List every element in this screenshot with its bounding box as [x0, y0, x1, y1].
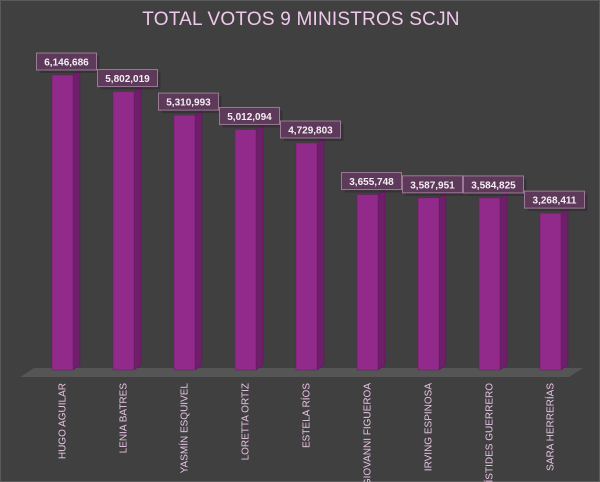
bar-group-3: 5,310,993 YASMÍN ESQUIVEL — [158, 92, 222, 474]
bar — [356, 194, 379, 371]
bar-group-9: 3,268,411 SARA HERRERÍAS — [524, 190, 588, 471]
data-label-box — [463, 175, 524, 194]
data-label-box — [341, 172, 402, 191]
bar-group-1: 6,146,686 HUGO AGUILAR — [36, 52, 100, 459]
bar-side — [255, 123, 264, 371]
category-label: SARA HERRERÍAS — [544, 383, 557, 471]
bar — [234, 129, 257, 371]
category-label: YASMÍN ESQUIVEL — [178, 383, 191, 474]
data-label-box — [524, 190, 585, 209]
bar — [51, 74, 74, 371]
category-label: GIOVANNI FIGUEROA — [363, 383, 374, 482]
data-label: 3,268,411 — [533, 196, 577, 207]
bar-side — [499, 192, 508, 371]
data-label: 3,587,951 — [410, 180, 455, 191]
bar-group-5: 4,729,803 ESTELA RÍOS — [280, 120, 344, 448]
category-label: LORETTA ORTIZ — [241, 383, 252, 460]
bar-side — [316, 137, 325, 371]
bar — [539, 212, 562, 371]
bar-side — [133, 86, 142, 371]
bar — [112, 91, 135, 371]
data-label-box — [280, 120, 341, 139]
data-label: 4,729,803 — [288, 126, 333, 137]
data-label-box — [219, 106, 280, 125]
data-label-box — [36, 52, 97, 71]
data-label: 3,655,748 — [349, 177, 394, 188]
bar-group-7: 3,587,951 IRVING ESPINOSA — [402, 175, 466, 472]
bar-side — [438, 192, 447, 371]
bar — [417, 197, 440, 371]
category-label: LENIA BATRES — [119, 383, 130, 454]
bar-group-2: 5,802,019 LENIA BATRES — [97, 69, 161, 454]
bar-group-8: 3,584,825 ARÍSTIDES GUERRERO — [463, 175, 527, 482]
data-label: 3,584,825 — [471, 180, 516, 191]
data-label-box — [158, 92, 219, 111]
bar-side — [560, 207, 569, 371]
bar — [478, 197, 501, 371]
bar — [295, 142, 318, 371]
bar-group-6: 3,655,748 GIOVANNI FIGUEROA — [341, 172, 405, 482]
chart-title: TOTAL VOTOS 9 MINISTROS SCJN — [142, 9, 460, 30]
data-label-box — [402, 175, 463, 194]
data-label-box — [97, 69, 158, 88]
bar — [173, 114, 196, 371]
category-label: ARÍSTIDES GUERRERO — [483, 383, 496, 482]
data-label: 5,802,019 — [105, 74, 150, 85]
bar-side — [377, 189, 386, 371]
bar-side — [194, 109, 203, 371]
category-label: IRVING ESPINOSA — [424, 383, 435, 472]
bar-group-4: 5,012,094 LORETTA ORTIZ — [219, 106, 283, 460]
bar-side — [72, 69, 81, 371]
chart-floor — [20, 368, 583, 377]
category-label: HUGO AGUILAR — [58, 383, 69, 459]
category-label: ESTELA RÍOS — [300, 383, 313, 448]
data-label: 5,310,993 — [166, 98, 211, 109]
data-label: 6,146,686 — [44, 58, 89, 69]
data-label: 5,012,094 — [227, 112, 272, 123]
